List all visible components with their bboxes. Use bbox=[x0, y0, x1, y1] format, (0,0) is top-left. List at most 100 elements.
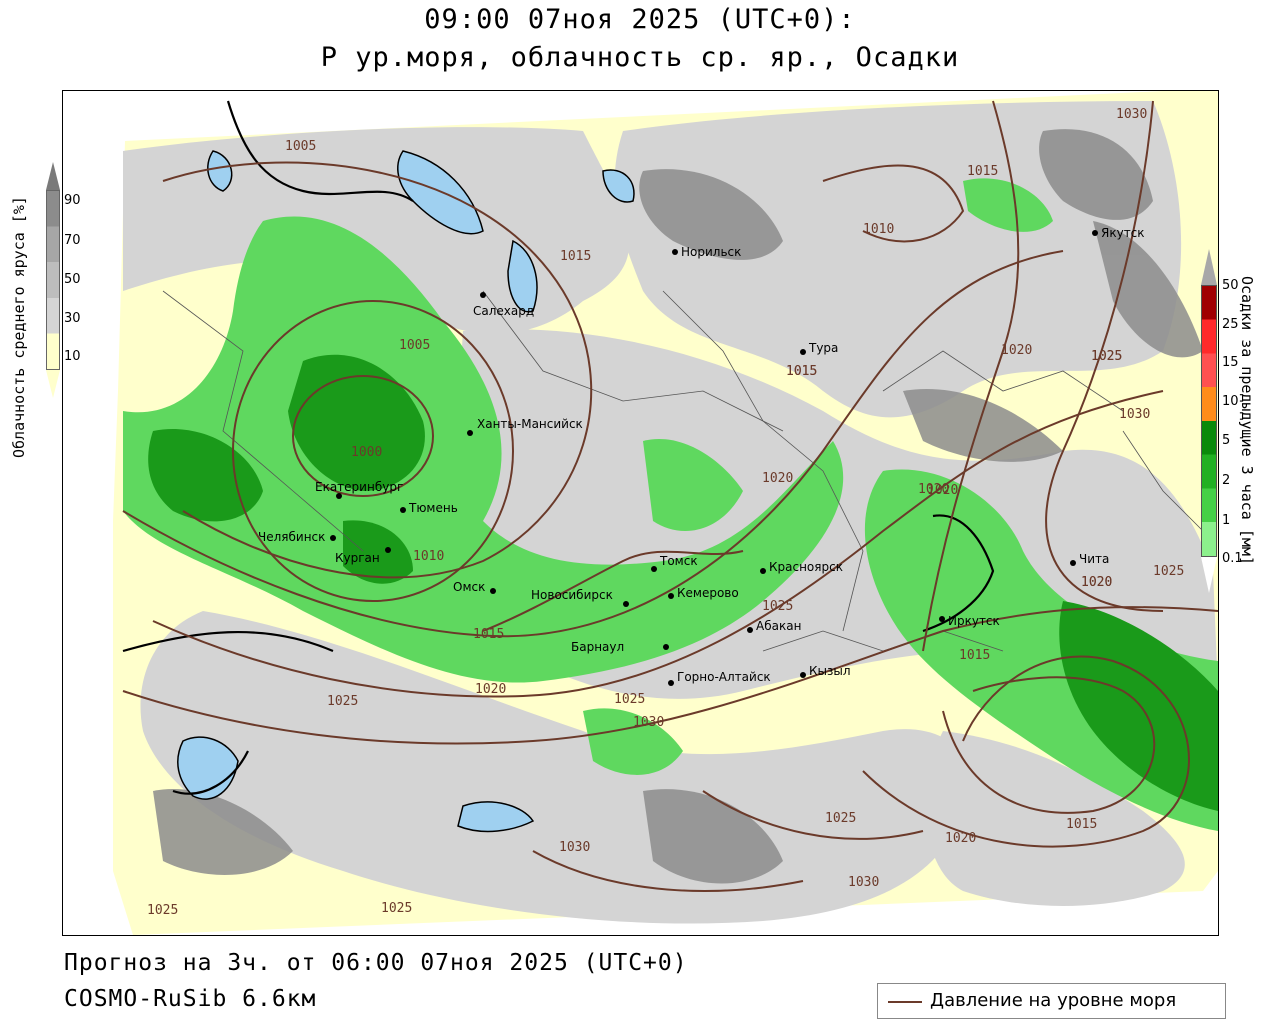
water-layer bbox=[177, 150, 635, 833]
isobar-label: 1025 bbox=[1091, 349, 1122, 364]
svg-text:Красноярск: Красноярск bbox=[769, 560, 843, 574]
cloud-scale-title: Облачность среднего яруса [%] bbox=[10, 196, 28, 458]
isobar-legend-label: Давление на уровне моря bbox=[930, 990, 1177, 1011]
cloud-scale-label: 10 bbox=[64, 349, 81, 364]
city-salekhard: Салехард bbox=[473, 292, 534, 318]
city-abakan: Абакан bbox=[747, 619, 801, 633]
svg-text:Челябинск: Челябинск bbox=[258, 530, 325, 544]
isobar-label: 1030 bbox=[633, 715, 664, 730]
svg-text:Кызыл: Кызыл bbox=[809, 664, 851, 678]
isobar-label: 1015 bbox=[786, 364, 817, 379]
precip-scale-bar bbox=[1201, 285, 1217, 557]
isobar-label: 1025 bbox=[1153, 564, 1184, 579]
isobar-label: 1025 bbox=[825, 811, 856, 826]
precip-scale-label: 1 bbox=[1222, 513, 1231, 528]
precip-scale-label: 10 bbox=[1222, 394, 1239, 409]
svg-text:Абакан: Абакан bbox=[756, 619, 801, 633]
isobar-legend-line bbox=[888, 1001, 922, 1003]
boundaries bbox=[122, 100, 995, 795]
city-norilsk: Норильск bbox=[672, 245, 741, 259]
isobar-label: 1030 bbox=[559, 840, 590, 855]
city-tomsk: Томск bbox=[651, 554, 698, 572]
city-chita: Чита bbox=[1070, 552, 1109, 566]
city-kemerovo: Кемерово bbox=[668, 586, 739, 600]
svg-text:Горно-Алтайск: Горно-Алтайск bbox=[677, 670, 771, 684]
isobar-label: 1030 bbox=[1119, 407, 1150, 422]
svg-text:Барнаул: Барнаул bbox=[571, 640, 624, 654]
isobar-label: 1015 bbox=[1066, 817, 1097, 832]
svg-text:Якутск: Якутск bbox=[1101, 226, 1145, 240]
forecast-map[interactable]: 1005 1005 1015 1000 1010 1015 1020 1025 … bbox=[62, 90, 1219, 936]
precip-scale-label: 0.1 bbox=[1222, 551, 1243, 566]
precip-scale-label: 5 bbox=[1222, 433, 1231, 448]
isobar-label: 1020 bbox=[475, 682, 506, 697]
model-name: COSMO-RuSib 6.6км bbox=[64, 986, 317, 1012]
isobar-label: 1005 bbox=[399, 338, 430, 353]
precip-scale-label: 25 bbox=[1222, 317, 1239, 332]
isobar-label: 1020 bbox=[1081, 575, 1112, 590]
isobar-label: 1015 bbox=[967, 164, 998, 179]
isobar-label: 1020 bbox=[1001, 343, 1032, 358]
isobar-label: 1015 bbox=[560, 249, 591, 264]
city-kurgan: Курган bbox=[335, 547, 391, 565]
isobar-legend: Давление на уровне моря bbox=[877, 983, 1226, 1019]
isobar-label: 1015 bbox=[786, 364, 817, 379]
city-omsk: Омск bbox=[453, 580, 496, 594]
svg-text:Салехард: Салехард bbox=[473, 304, 534, 318]
cloud-scale-label: 30 bbox=[64, 311, 81, 326]
map-canvas: 1005 1005 1015 1000 1010 1015 1020 1025 … bbox=[113, 91, 1218, 935]
cloud-scale-label: 70 bbox=[64, 233, 81, 248]
precip-dark-layer bbox=[148, 354, 1218, 811]
isobar-label: 1020 bbox=[918, 482, 949, 497]
cloud-scale-arrow-bottom bbox=[46, 370, 60, 398]
isobar-label: 1025 bbox=[327, 694, 358, 709]
city-yekaterinburg: Екатеринбург bbox=[315, 480, 403, 499]
city-chelyabinsk: Челябинск bbox=[258, 530, 336, 544]
city-barnaul: Барнаул bbox=[571, 640, 669, 654]
isobar-label: 1025 bbox=[614, 692, 645, 707]
svg-text:Ханты-Мансийск: Ханты-Мансийск bbox=[477, 417, 583, 431]
isobar-label: 1010 bbox=[863, 222, 894, 237]
precip-scale-label: 50 bbox=[1222, 278, 1239, 293]
precip-scale-arrow-top bbox=[1201, 249, 1217, 285]
cloud-dark-layer bbox=[153, 129, 1203, 884]
forecast-info: Прогноз на 3ч. от 06:00 07ноя 2025 (UTC+… bbox=[64, 950, 688, 976]
precip-scale-title: Осадки за предыдущие 3 часа [мм] bbox=[1238, 276, 1256, 565]
isobar-label: 1020 bbox=[927, 483, 958, 498]
svg-text:Иркутск: Иркутск bbox=[948, 614, 1000, 628]
svg-text:Новосибирск: Новосибирск bbox=[531, 588, 613, 602]
cloud-scale-label: 50 bbox=[64, 272, 81, 287]
isobar-label: 1030 bbox=[848, 875, 879, 890]
svg-text:Тура: Тура bbox=[808, 341, 838, 355]
precip-scale-label: 2 bbox=[1222, 473, 1231, 488]
svg-text:Екатеринбург: Екатеринбург bbox=[315, 480, 403, 494]
precip-scale-arrow-bottom bbox=[1201, 557, 1217, 593]
isobar-label: 1000 bbox=[351, 445, 382, 460]
isobar-label: 1020 bbox=[945, 831, 976, 846]
cloud-scale-bar bbox=[46, 190, 60, 370]
isobar-label: 1030 bbox=[1116, 107, 1147, 122]
isobar-label: 1020 bbox=[762, 471, 793, 486]
isobar-label: 1005 bbox=[285, 139, 316, 154]
isobars bbox=[122, 100, 1218, 892]
cloud-scale-arrow-top bbox=[46, 162, 60, 190]
city-khanty-mansiysk: Ханты-Мансийск bbox=[467, 417, 583, 436]
cloud-scale-label: 90 bbox=[64, 193, 81, 208]
isobar-label: 1015 bbox=[473, 627, 504, 642]
svg-text:Чита: Чита bbox=[1079, 552, 1109, 566]
city-novosibirsk: Новосибирск bbox=[531, 588, 629, 607]
map-subtitle: P ур.моря, облачность ср. яр., Осадки bbox=[320, 42, 960, 73]
city-krasnoyarsk: Красноярск bbox=[760, 560, 843, 574]
city-kyzyl: Кызыл bbox=[800, 664, 851, 678]
isobar-label: 1020 bbox=[1081, 575, 1112, 590]
isobar-label: 1025 bbox=[762, 599, 793, 614]
svg-text:Норильск: Норильск bbox=[681, 245, 741, 259]
svg-text:Омск: Омск bbox=[453, 580, 485, 594]
precip-scale-label: 15 bbox=[1222, 355, 1239, 370]
cities: Норильск Якутск Салехард Тура Ханты-Манс… bbox=[258, 226, 1145, 686]
isobar-label: 1010 bbox=[413, 549, 444, 564]
city-yakutsk: Якутск bbox=[1092, 226, 1145, 240]
svg-text:Кемерово: Кемерово bbox=[677, 586, 739, 600]
isobar-label: 1025 bbox=[1091, 349, 1122, 364]
isobar-label: 1025 bbox=[147, 903, 178, 918]
